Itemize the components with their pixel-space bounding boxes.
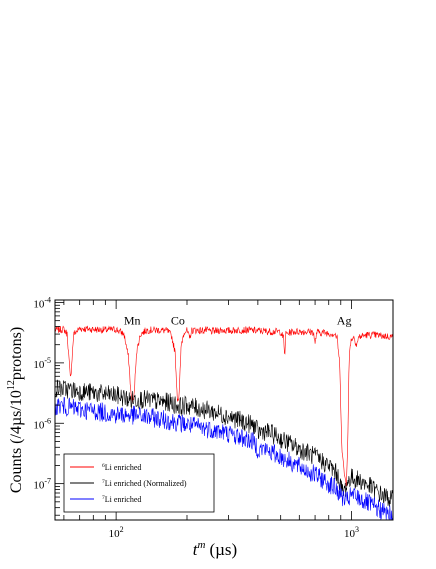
annotations-layer: Mn Co Ag bbox=[124, 314, 352, 328]
y-axis-label-tail: protons) bbox=[8, 327, 25, 380]
x-tick-label: 102 bbox=[109, 525, 124, 540]
legend-label-1: 6Li enriched bbox=[102, 463, 141, 472]
y-tick-label: 10-7 bbox=[33, 477, 51, 492]
plot-frame bbox=[54, 299, 394, 521]
x-axis-label-base: t bbox=[193, 540, 199, 559]
series-line-3 bbox=[55, 397, 393, 520]
axes-layer: 102 103 10-7 10-6 10-5 10-4 bbox=[33, 295, 359, 540]
x-tick-label: 103 bbox=[344, 525, 359, 540]
x-axis-label-sup: m bbox=[198, 539, 206, 551]
y-axis-label-main: Counts (/4µs/10 bbox=[8, 390, 25, 493]
x-axis-label-units: (µs) bbox=[209, 540, 237, 559]
annotation-label: Co bbox=[171, 314, 185, 328]
legend-label-2: 7Li enriched (Normalized) bbox=[102, 479, 187, 488]
y-tick-label: 10-5 bbox=[33, 356, 51, 371]
annotation-label: Mn bbox=[124, 314, 141, 328]
series-line-2 bbox=[55, 379, 393, 507]
y-tick-label: 10-6 bbox=[33, 416, 51, 431]
annotation-label: Ag bbox=[337, 314, 352, 328]
x-axis-label: tm (µs) bbox=[193, 539, 237, 559]
y-axis-label: Counts (/4µs/1012protons) bbox=[6, 327, 25, 493]
series-layer bbox=[55, 325, 393, 520]
series-line-1 bbox=[55, 325, 393, 487]
y-axis-label-sup: 12 bbox=[6, 380, 17, 390]
legend: 6Li enriched 7Li enriched (Normalized) 7Li… bbox=[63, 453, 215, 513]
legend-label-3: 7Li enriched bbox=[102, 495, 141, 504]
y-tick-label: 10-4 bbox=[33, 295, 51, 310]
